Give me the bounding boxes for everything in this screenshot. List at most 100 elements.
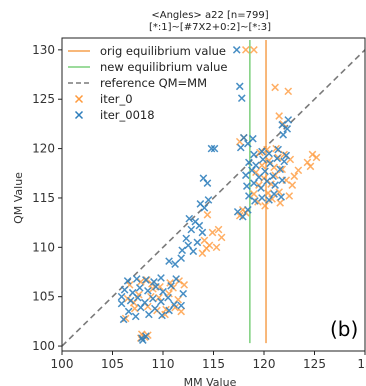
data-point — [151, 304, 159, 313]
data-point — [185, 214, 194, 223]
y-tick-label: 115 — [32, 191, 55, 205]
data-point — [180, 281, 189, 289]
data-point — [172, 275, 180, 283]
legend-new-equilibrium-label: new equilibrium value — [100, 60, 227, 74]
data-point — [178, 246, 187, 255]
data-point — [255, 173, 263, 182]
data-point — [258, 161, 266, 170]
data-point — [273, 154, 281, 163]
data-point — [204, 196, 213, 204]
data-point — [136, 278, 145, 286]
y-tick-label: 105 — [32, 290, 55, 304]
data-point — [120, 285, 129, 294]
data-point — [141, 332, 150, 341]
legend-orig-equilibrium-label: orig equilibrium value — [100, 44, 226, 58]
data-point — [238, 212, 247, 221]
data-point — [261, 202, 269, 210]
data-point — [284, 116, 293, 124]
data-point — [157, 297, 165, 306]
data-point — [241, 46, 250, 54]
legend-iter-0-marker — [74, 94, 84, 104]
data-point — [258, 147, 266, 156]
data-point — [199, 174, 208, 183]
data-point — [250, 46, 258, 54]
data-point — [158, 311, 166, 320]
data-point — [119, 315, 128, 324]
legend-iter-0018-label: iter_0018 — [100, 108, 155, 122]
legend: orig equilibrium value new equilibrium va… — [68, 44, 227, 122]
y-tick-label: 130 — [32, 43, 55, 57]
data-point — [202, 244, 211, 253]
data-point — [195, 221, 204, 230]
data-point — [312, 153, 321, 162]
x-tick-label: 105 — [101, 357, 124, 371]
chart-title: <Angles> a22 [n=799] — [151, 10, 268, 21]
data-point — [237, 94, 246, 103]
data-point — [117, 292, 126, 301]
data-point — [214, 225, 223, 234]
data-point — [275, 112, 283, 120]
data-point — [276, 165, 284, 174]
data-point — [279, 130, 288, 139]
data-point — [159, 287, 167, 296]
data-point — [257, 184, 265, 192]
data-point — [198, 228, 207, 237]
data-point — [249, 134, 257, 143]
data-point — [137, 334, 146, 342]
data-point — [149, 294, 157, 303]
data-point — [203, 210, 212, 219]
data-point — [177, 301, 186, 310]
data-point — [131, 312, 140, 321]
data-point — [141, 276, 150, 284]
data-point — [236, 143, 245, 152]
data-point — [152, 282, 160, 291]
series-iter-0018 — [117, 46, 293, 344]
panel-label: (b) — [330, 317, 358, 341]
data-point — [278, 165, 287, 174]
data-point — [167, 282, 175, 290]
data-point — [269, 172, 277, 181]
data-point — [135, 283, 144, 292]
data-point — [250, 150, 258, 159]
data-point — [306, 162, 315, 171]
data-point — [124, 307, 133, 316]
data-point — [132, 275, 141, 283]
data-point — [177, 254, 186, 263]
chart-subtitle: [*:1]~[#7X2+0:2]~[*:3] — [149, 22, 271, 33]
data-point — [145, 310, 153, 319]
data-point — [277, 193, 286, 201]
data-point — [261, 167, 269, 176]
y-axis-label: QM Value — [12, 172, 25, 224]
data-point — [179, 289, 188, 298]
data-point — [200, 236, 209, 245]
data-point — [187, 225, 196, 234]
data-point — [210, 144, 219, 153]
data-point — [280, 157, 289, 166]
data-point — [171, 260, 179, 268]
x-tick-label: 120 — [253, 357, 276, 371]
data-point — [117, 299, 126, 308]
data-point — [244, 205, 252, 214]
data-point — [189, 247, 198, 256]
data-point — [252, 168, 260, 177]
data-point — [144, 286, 152, 295]
data-point — [128, 288, 137, 297]
data-point — [265, 149, 273, 158]
y-tick-label: 100 — [32, 339, 55, 353]
data-point — [123, 277, 132, 285]
data-point — [308, 150, 317, 159]
data-point — [140, 298, 149, 307]
data-point — [155, 293, 163, 302]
data-point — [245, 192, 253, 200]
data-point — [245, 158, 253, 167]
data-point — [242, 182, 251, 190]
data-point — [232, 46, 241, 54]
data-point — [283, 125, 292, 133]
data-point — [278, 121, 287, 129]
x-tick-label: 115 — [202, 357, 225, 371]
data-point — [276, 199, 284, 207]
data-point — [290, 172, 299, 181]
data-point — [284, 87, 293, 96]
data-point — [252, 161, 260, 170]
x-tick-label: 13 — [357, 357, 366, 371]
